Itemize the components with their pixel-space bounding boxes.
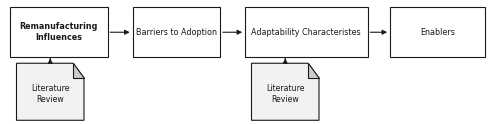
Text: Barriers to Adoption: Barriers to Adoption: [136, 28, 217, 37]
Text: Literature
Review: Literature Review: [266, 84, 304, 104]
Polygon shape: [73, 63, 84, 78]
Text: Enablers: Enablers: [420, 28, 455, 37]
Text: Remanufacturing
Influences: Remanufacturing Influences: [20, 22, 98, 42]
Polygon shape: [16, 63, 84, 120]
Bar: [390, 7, 485, 57]
Bar: [132, 7, 220, 57]
Bar: [245, 7, 368, 57]
Polygon shape: [308, 63, 319, 78]
Polygon shape: [252, 63, 319, 120]
Text: Adaptability Characteristes: Adaptability Characteristes: [252, 28, 361, 37]
Text: Literature
Review: Literature Review: [31, 84, 70, 104]
Bar: [10, 7, 108, 57]
